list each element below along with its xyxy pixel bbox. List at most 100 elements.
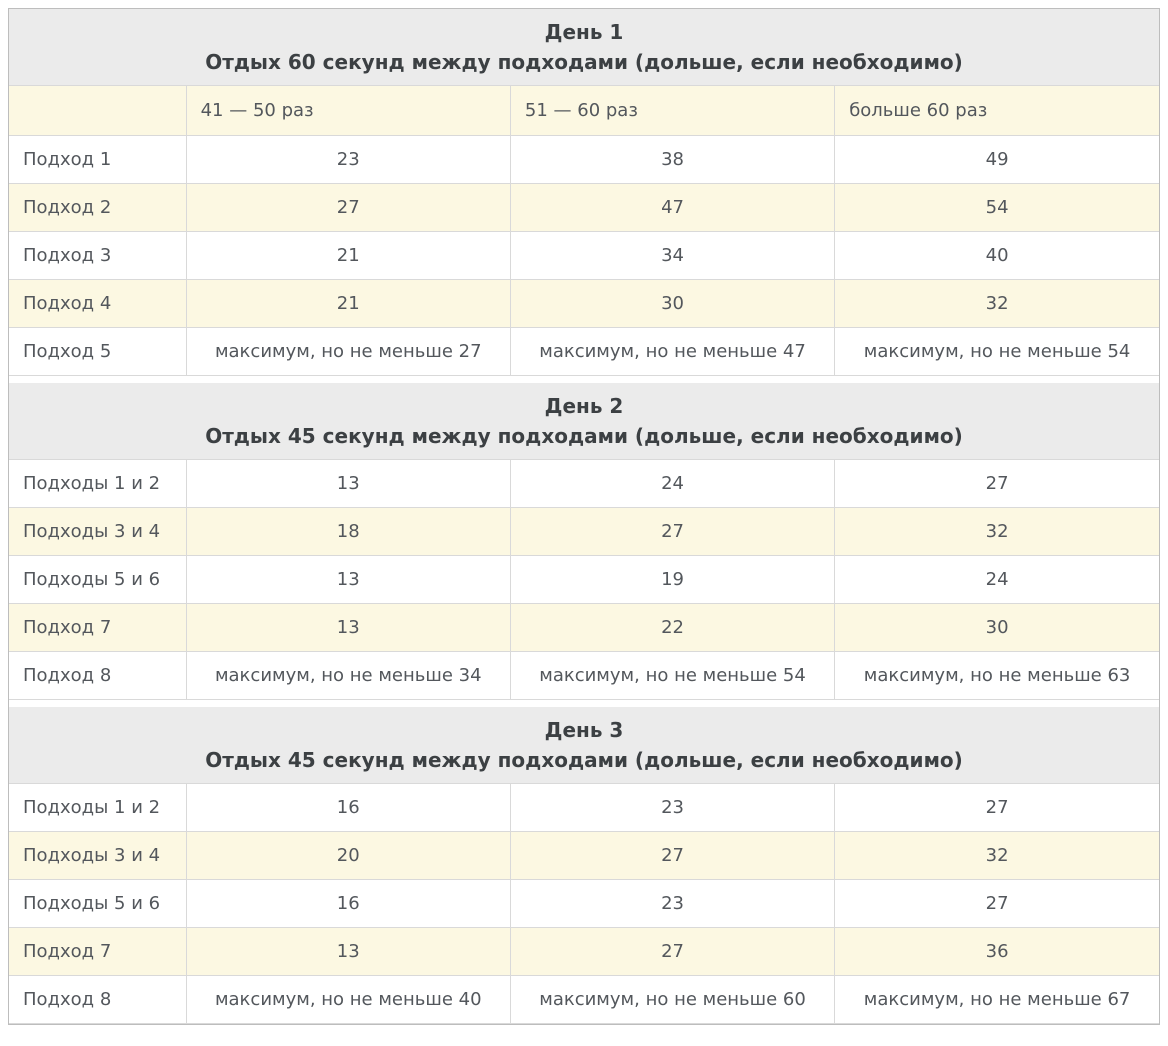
table-row: Подход 7 13 22 30 (9, 603, 1159, 652)
day-subtitle: Отдых 45 секунд между подходами (дольше,… (205, 748, 963, 772)
value-cell: 36 (834, 927, 1159, 976)
value-cell: 49 (834, 135, 1159, 184)
column-header-row: 41 — 50 раз 51 — 60 раз больше 60 раз (9, 85, 1159, 136)
table-row: Подходы 3 и 4 18 27 32 (9, 507, 1159, 556)
value-cell: 13 (185, 603, 511, 652)
table-row: Подход 8 максимум, но не меньше 34 максиму… (9, 651, 1159, 700)
value-cell: 13 (185, 459, 511, 508)
table-row: Подход 3 21 34 40 (9, 231, 1159, 280)
day-header-row: День 3 Отдых 45 секунд между подходами (д… (9, 707, 1159, 784)
value-cell: 21 (185, 231, 511, 280)
row-label: Подходы 5 и 6 (9, 555, 187, 604)
day-header-row: День 1 Отдых 60 секунд между подходами (д… (9, 9, 1159, 86)
value-cell: 18 (185, 507, 511, 556)
value-cell: 13 (185, 555, 511, 604)
value-cell: 27 (834, 783, 1159, 832)
row-label: Подход 8 (9, 651, 187, 700)
value-cell: 23 (185, 135, 511, 184)
value-cell: 27 (509, 927, 836, 976)
day-header-2: День 2 Отдых 45 секунд между подходами (д… (9, 383, 1159, 460)
day-body-3: Подходы 1 и 2 16 23 27 Подходы 3 и 4 20 27 32 По… (9, 783, 1159, 1024)
value-cell: 47 (509, 183, 836, 232)
value-cell: 30 (834, 603, 1159, 652)
value-cell: максимум, но не меньше 34 (185, 651, 511, 700)
row-label: Подход 7 (9, 603, 187, 652)
value-cell: максимум, но не меньше 54 (834, 327, 1159, 376)
value-cell: 32 (834, 279, 1159, 328)
table-row: Подход 1 23 38 49 (9, 135, 1159, 184)
value-cell: 40 (834, 231, 1159, 280)
value-cell: 27 (509, 507, 836, 556)
row-label: Подход 1 (9, 135, 187, 184)
day-header-1: День 1 Отдых 60 секунд между подходами (д… (9, 9, 1159, 86)
table-row: Подход 2 27 47 54 (9, 183, 1159, 232)
value-cell: 54 (834, 183, 1159, 232)
table-row: Подход 7 13 27 36 (9, 927, 1159, 976)
day-header-cell: День 3 Отдых 45 секунд между подходами (д… (9, 707, 1159, 784)
value-cell: максимум, но не меньше 63 (834, 651, 1159, 700)
value-cell: 27 (834, 879, 1159, 928)
value-cell: 27 (509, 831, 836, 880)
day-subtitle: Отдых 60 секунд между подходами (дольше,… (205, 50, 963, 74)
row-label: Подходы 3 и 4 (9, 831, 187, 880)
day-header-cell: День 1 Отдых 60 секунд между подходами (д… (9, 9, 1159, 86)
value-cell: 21 (185, 279, 511, 328)
value-cell: 38 (509, 135, 836, 184)
day-subtitle: Отдых 45 секунд между подходами (дольше,… (205, 424, 963, 448)
row-label: Подходы 1 и 2 (9, 783, 187, 832)
value-cell: 20 (185, 831, 511, 880)
value-cell: 16 (185, 783, 511, 832)
row-label: Подходы 1 и 2 (9, 459, 187, 508)
row-label: Подход 3 (9, 231, 187, 280)
value-cell: 22 (509, 603, 836, 652)
day-title: День 2 (544, 394, 624, 418)
row-label: Подход 2 (9, 183, 187, 232)
row-label: Подход 4 (9, 279, 187, 328)
day-body-2: Подходы 1 и 2 13 24 27 Подходы 3 и 4 18 27 32 По… (9, 459, 1159, 700)
table-row: Подход 4 21 30 32 (9, 279, 1159, 328)
table-row: Подход 5 максимум, но не меньше 27 максиму… (9, 327, 1159, 376)
workout-program-tables: День 1 Отдых 60 секунд между подходами (д… (8, 8, 1160, 1025)
column-header-1: 41 — 50 раз (185, 85, 511, 136)
day-body-1: 41 — 50 раз 51 — 60 раз больше 60 раз Подхо… (9, 85, 1159, 376)
row-label: Подходы 5 и 6 (9, 879, 187, 928)
value-cell: максимум, но не меньше 47 (509, 327, 836, 376)
day-title: День 3 (544, 718, 624, 742)
value-cell: 30 (509, 279, 836, 328)
value-cell: 23 (509, 879, 836, 928)
value-cell: максимум, но не меньше 67 (834, 975, 1159, 1024)
column-header-2: 51 — 60 раз (509, 85, 836, 136)
value-cell: 24 (834, 555, 1159, 604)
row-label: Подходы 3 и 4 (9, 507, 187, 556)
value-cell: 27 (834, 459, 1159, 508)
table-row: Подход 8 максимум, но не меньше 40 максиму… (9, 975, 1159, 1024)
day-table-1: День 1 Отдых 60 секунд между подходами (д… (9, 9, 1159, 376)
column-header-empty-cell (9, 85, 187, 136)
day-title: День 1 (544, 20, 624, 44)
value-cell: 32 (834, 507, 1159, 556)
row-label: Подход 7 (9, 927, 187, 976)
value-cell: 32 (834, 831, 1159, 880)
value-cell: 19 (509, 555, 836, 604)
day-header-cell: День 2 Отдых 45 секунд между подходами (д… (9, 383, 1159, 460)
table-row: Подходы 1 и 2 16 23 27 (9, 783, 1159, 832)
value-cell: максимум, но не меньше 40 (185, 975, 511, 1024)
table-row: Подходы 1 и 2 13 24 27 (9, 459, 1159, 508)
value-cell: максимум, но не меньше 27 (185, 327, 511, 376)
value-cell: 24 (509, 459, 836, 508)
table-row: Подходы 3 и 4 20 27 32 (9, 831, 1159, 880)
day-table-2: День 2 Отдых 45 секунд между подходами (д… (9, 383, 1159, 700)
row-label: Подход 8 (9, 975, 187, 1024)
value-cell: 16 (185, 879, 511, 928)
value-cell: 23 (509, 783, 836, 832)
day-table-3: День 3 Отдых 45 секунд между подходами (д… (9, 707, 1159, 1024)
table-row: Подходы 5 и 6 13 19 24 (9, 555, 1159, 604)
column-header-3: больше 60 раз (834, 85, 1159, 136)
value-cell: 13 (185, 927, 511, 976)
value-cell: максимум, но не меньше 54 (509, 651, 836, 700)
day-header-3: День 3 Отдых 45 секунд между подходами (д… (9, 707, 1159, 784)
table-row: Подходы 5 и 6 16 23 27 (9, 879, 1159, 928)
value-cell: максимум, но не меньше 60 (509, 975, 836, 1024)
day-header-row: День 2 Отдых 45 секунд между подходами (д… (9, 383, 1159, 460)
value-cell: 27 (185, 183, 511, 232)
